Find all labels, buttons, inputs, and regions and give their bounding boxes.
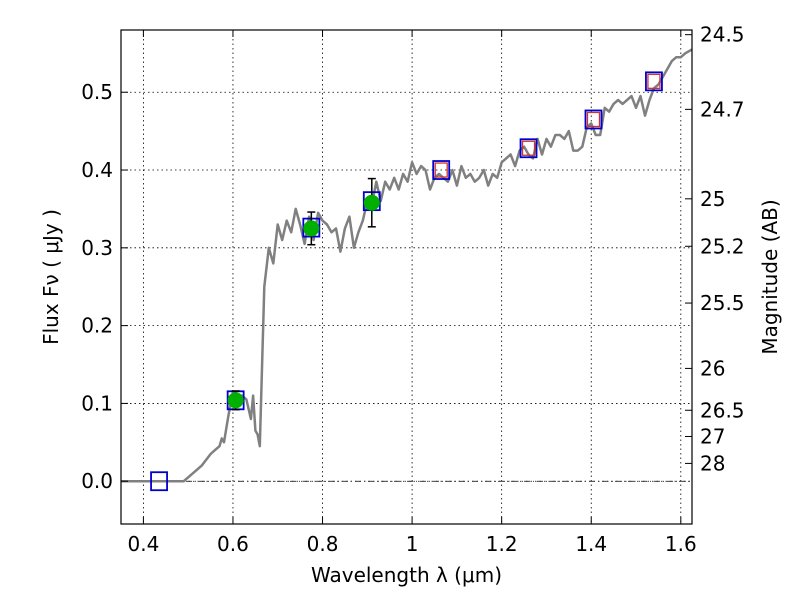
axis-ticks: 0.4 0.6 0.8 1 1.2 1.4 1.6 0.0 0.1 0.2 0.3 0.4 0.5 24.… [81, 23, 744, 556]
x-axis-label: Wavelength λ (μm) [311, 563, 502, 587]
y2-tick-label: 24.5 [700, 23, 745, 47]
x-tick-label: 0.8 [307, 532, 339, 556]
x-tick-label: 1 [406, 532, 419, 556]
y2-tick-label: 26 [700, 356, 725, 380]
y2-tick-label: 26.5 [700, 398, 745, 422]
red-square-marker [434, 162, 448, 178]
x-tick-label: 0.6 [217, 532, 249, 556]
plot-frame [120, 29, 693, 525]
grid-lines [121, 30, 692, 524]
x-tick-label: 1.4 [575, 532, 607, 556]
y2-tick-label: 28 [700, 451, 725, 475]
red-square-marker [586, 111, 601, 128]
y2-tick-label: 27 [700, 424, 725, 448]
y-tick-label: 0.5 [81, 80, 113, 104]
y-tick-label: 0.2 [81, 314, 113, 338]
x-tick-label: 0.4 [127, 532, 159, 556]
blue-square-marker [432, 160, 451, 180]
blue-square-marker [150, 471, 168, 492]
y2-tick-label: 25.5 [700, 291, 745, 315]
x-tick-label: 1.6 [665, 532, 697, 556]
green-circle-marker [363, 194, 380, 211]
y2-tick-label: 24.7 [700, 97, 745, 121]
y-axis-label: Flux Fν ( μJy ) [39, 209, 63, 345]
x-tick-label: 1.2 [486, 532, 518, 556]
y-tick-label: 0.3 [81, 236, 113, 260]
green-circle-marker [227, 392, 244, 409]
y-tick-label: 0.0 [81, 469, 113, 493]
y2-tick-label: 25 [700, 187, 725, 211]
red-square-marker [647, 73, 661, 89]
blue-square-marker [584, 109, 603, 130]
y-tick-label: 0.4 [81, 158, 113, 182]
y-tick-label: 0.1 [81, 391, 113, 415]
red-square-marker [521, 140, 536, 156]
blue-square-marker [645, 71, 663, 92]
blue-square-marker [519, 138, 538, 159]
sed-model-line-path [121, 48, 693, 483]
y2-tick-label: 25.2 [700, 234, 745, 258]
green-circle-marker [303, 220, 320, 237]
photometry-points [150, 71, 663, 492]
y2-axis-label: Magnitude (AB) [758, 199, 782, 354]
sed-model-line [121, 48, 693, 483]
